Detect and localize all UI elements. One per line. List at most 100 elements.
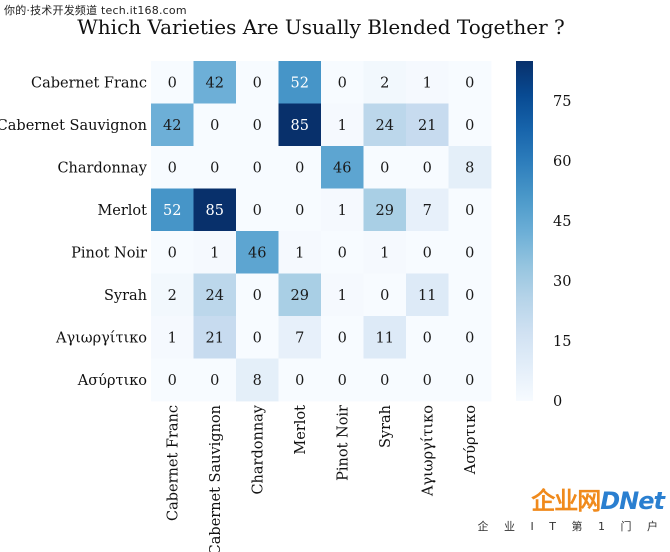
cell-value-label: 85: [291, 118, 309, 134]
cell-value-label: 85: [206, 203, 224, 219]
heatmap-cell: [236, 61, 279, 104]
cell-value-label: 42: [206, 75, 224, 91]
column-label: Αγιωργίτικο: [419, 405, 436, 497]
heatmap-cell: [448, 146, 492, 189]
cell-value-label: 0: [423, 160, 432, 176]
cell-value-label: 1: [380, 245, 389, 261]
cell-value-label: 24: [206, 288, 224, 304]
row-label: Ασύρτικο: [77, 373, 147, 389]
heatmap-cell: [406, 316, 449, 359]
heatmap-cell: [321, 61, 364, 104]
column-label: Syrah: [378, 405, 394, 448]
row-label: Pinot Noir: [71, 245, 147, 261]
heatmap-cell: [363, 103, 407, 147]
heatmap-cell: [321, 188, 364, 232]
row-label: Merlot: [97, 203, 147, 219]
cell-value-label: 7: [295, 330, 304, 346]
cell-value-label: 0: [465, 203, 474, 219]
column-label: Pinot Noir: [335, 405, 351, 481]
heatmap-cell: [278, 316, 322, 359]
chart-title: Which Varieties Are Usually Blended Toge…: [77, 15, 565, 39]
cell-value-label: 0: [168, 160, 177, 176]
cell-value-label: 8: [465, 160, 474, 176]
heatmap-cells: 0 42 0 52 0 2 1 042 0 0 85 1 24 21 00 0 0 0 46 0 0 852 85 0 0 1 29…: [151, 61, 492, 402]
cell-value-label: 11: [418, 288, 436, 304]
heatmap-cell: [193, 146, 237, 189]
heatmap-cell: [236, 146, 279, 189]
watermark-top-text: 你的·技术开发频道 tech.it168.com: [0, 0, 191, 20]
heatmap-cell: [151, 273, 194, 317]
row-label: Αγιωργίτικο: [55, 329, 147, 346]
heatmap-cell: [151, 188, 194, 232]
cell-value-label: 2: [168, 288, 177, 304]
heatmap-cell: [151, 103, 194, 147]
heatmap-cell: [448, 61, 492, 104]
watermark-logo-sub: 企 业 I T 第 1 门 户: [477, 520, 664, 533]
heatmap-cell: [193, 188, 237, 232]
heatmap-cell: [448, 231, 492, 274]
heatmap-cell: [321, 103, 364, 147]
heatmap-cell: [278, 358, 322, 402]
cell-value-label: 1: [210, 245, 219, 261]
cell-value-label: 29: [291, 288, 309, 304]
cell-value-label: 0: [210, 118, 219, 134]
cell-value-label: 0: [465, 245, 474, 261]
cell-value-label: 21: [206, 330, 224, 346]
heatmap-cell: [151, 316, 194, 359]
cell-value-label: 0: [380, 373, 389, 389]
heatmap-cell: [363, 231, 407, 274]
heatmap-cell: [321, 316, 364, 359]
heatmap-cell: [236, 188, 279, 232]
cell-value-label: 0: [423, 245, 432, 261]
heatmap-cell: [278, 188, 322, 232]
cell-value-label: 0: [210, 160, 219, 176]
cell-value-label: 0: [338, 75, 347, 91]
cell-value-label: 0: [295, 203, 304, 219]
cell-value-label: 0: [338, 373, 347, 389]
heatmap-cell: [236, 316, 279, 359]
heatmap-cell: [406, 273, 449, 317]
cell-value-label: 0: [338, 330, 347, 346]
heatmap-cell: [321, 358, 364, 402]
colorbar-tick-label: 45: [553, 214, 571, 230]
cell-value-label: 1: [338, 118, 347, 134]
cell-value-label: 0: [295, 160, 304, 176]
cell-value-label: 0: [338, 245, 347, 261]
heatmap-cell: [321, 231, 364, 274]
heatmap-cell: [448, 188, 492, 232]
watermark-logo-part1: 企业网: [531, 487, 601, 515]
column-label: Cabernet Franc: [165, 405, 181, 521]
column-label: Merlot: [293, 405, 309, 455]
heatmap-cell: [278, 103, 322, 147]
column-label: Chardonnay: [250, 404, 266, 494]
heatmap-cell: [406, 231, 449, 274]
heatmap-cell: [321, 146, 364, 189]
cell-value-label: 29: [376, 203, 394, 219]
heatmap-cell: [406, 61, 449, 104]
heatmap-cell: [278, 231, 322, 274]
heatmap-cell: [236, 358, 279, 402]
watermark-logo-part2: D: [600, 487, 620, 515]
heatmap-cell: [448, 273, 492, 317]
cell-value-label: 0: [465, 330, 474, 346]
cell-value-label: 0: [253, 118, 262, 134]
heatmap-cell: [193, 273, 237, 317]
column-label: Ασύρτικο: [463, 405, 479, 475]
cell-value-label: 0: [465, 288, 474, 304]
cell-value-label: 0: [168, 75, 177, 91]
cell-value-label: 0: [253, 75, 262, 91]
heatmap-cell: [363, 188, 407, 232]
cell-value-label: 52: [291, 75, 309, 91]
heatmap-cell: [278, 61, 322, 104]
heatmap-cell: [321, 273, 364, 317]
heatmap-cell: [363, 273, 407, 317]
row-label: Cabernet Sauvignon: [0, 118, 147, 134]
cell-value-label: 0: [253, 160, 262, 176]
colorbar: 0 15 30 45 60 75: [516, 61, 571, 410]
cell-value-label: 0: [168, 245, 177, 261]
heatmap-cell: [236, 231, 279, 274]
cell-value-label: 8: [253, 373, 262, 389]
heatmap-cell: [406, 188, 449, 232]
heatmap-cell: [151, 231, 194, 274]
